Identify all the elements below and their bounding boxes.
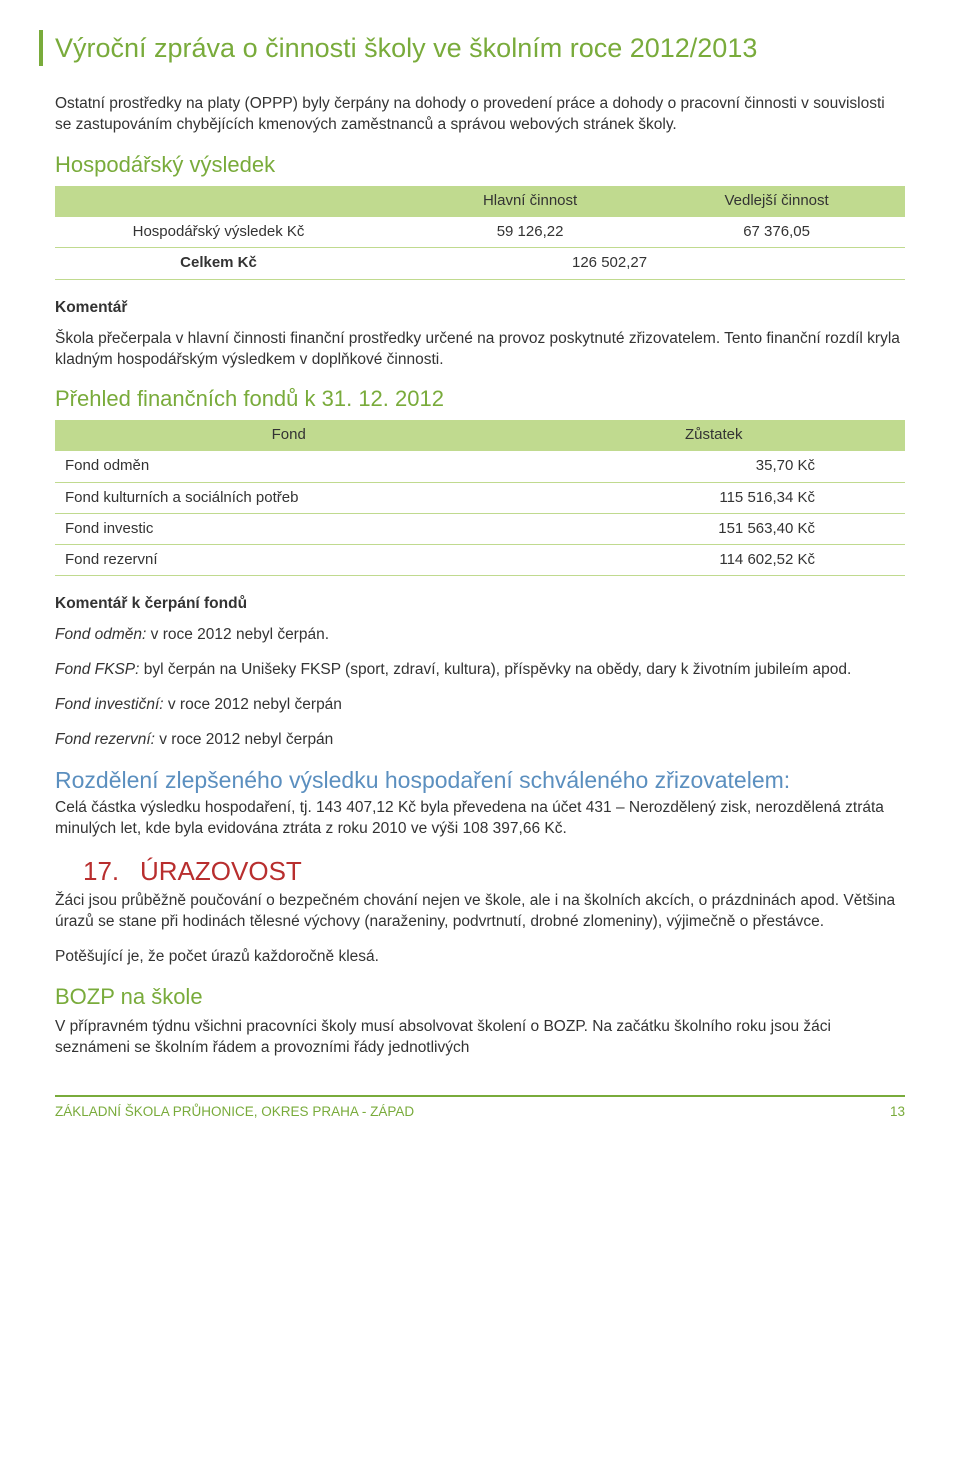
kcf-p2: Fond FKSP: byl čerpán na Unišeky FKSP (s… xyxy=(55,660,905,681)
col-hlavni: Hlavní činnost xyxy=(412,186,648,217)
table-row: Fond odměn 35,70 Kč xyxy=(55,451,905,482)
fond-text: v roce 2012 nebyl čerpán xyxy=(155,731,333,748)
cell: 114 602,52 Kč xyxy=(523,545,906,576)
section-title: ÚRAZOVOST xyxy=(140,856,302,886)
fond-text: byl čerpán na Unišeky FKSP (sport, zdrav… xyxy=(139,661,851,678)
fond-name: Fond odměn: xyxy=(55,626,146,643)
cell: Fond investic xyxy=(55,513,523,544)
komentar-paragraph: Škola přečerpala v hlavní činnosti finan… xyxy=(55,329,905,371)
bozp-paragraph: V přípravném týdnu všichni pracovníci šk… xyxy=(55,1017,905,1059)
cell: Fond odměn xyxy=(55,451,523,482)
kcf-p3: Fond investiční: v roce 2012 nebyl čerpá… xyxy=(55,695,905,716)
fond-name: Fond FKSP: xyxy=(55,661,139,678)
footer-page-number: 13 xyxy=(890,1103,905,1121)
footer-school-name: ZÁKLADNÍ ŠKOLA PRŮHONICE, OKRES PRAHA - … xyxy=(55,1103,414,1121)
sec17-p1: Žáci jsou průběžně poučování o bezpečném… xyxy=(55,891,905,933)
cell: 115 516,34 Kč xyxy=(523,482,906,513)
cell: 59 126,22 xyxy=(412,217,648,248)
cell: Celkem Kč xyxy=(55,248,412,279)
section-17-heading: 17.ÚRAZOVOST xyxy=(55,854,905,889)
cell: 151 563,40 Kč xyxy=(523,513,906,544)
hospodarsky-table: Hlavní činnost Vedlejší činnost Hospodář… xyxy=(55,186,905,280)
cell: 35,70 Kč xyxy=(523,451,906,482)
cell: 67 376,05 xyxy=(648,217,905,248)
kcf-label: Komentář k čerpání fondů xyxy=(55,594,905,615)
fond-text: v roce 2012 nebyl čerpán. xyxy=(146,626,329,643)
col-vedlejsi: Vedlejší činnost xyxy=(648,186,905,217)
hospodarsky-heading: Hospodářský výsledek xyxy=(55,150,905,180)
fond-name: Fond rezervní: xyxy=(55,731,155,748)
col-zustatek: Zůstatek xyxy=(523,420,906,451)
fondy-table: Fond Zůstatek Fond odměn 35,70 Kč Fond k… xyxy=(55,420,905,576)
fond-text: v roce 2012 nebyl čerpán xyxy=(164,696,342,713)
kcf-p4: Fond rezervní: v roce 2012 nebyl čerpán xyxy=(55,730,905,751)
table-row: Celkem Kč 126 502,27 xyxy=(55,248,905,279)
table-row: Fond rezervní 114 602,52 Kč xyxy=(55,545,905,576)
cell: Fond rezervní xyxy=(55,545,523,576)
kcf-p1: Fond odměn: v roce 2012 nebyl čerpán. xyxy=(55,625,905,646)
page-footer: ZÁKLADNÍ ŠKOLA PRŮHONICE, OKRES PRAHA - … xyxy=(55,1095,905,1121)
cell: Fond kulturních a sociálních potřeb xyxy=(55,482,523,513)
col-fond: Fond xyxy=(55,420,523,451)
rozdeleni-heading: Rozdělení zlepšeného výsledku hospodařen… xyxy=(55,765,905,796)
document-title: Výroční zpráva o činnosti školy ve školn… xyxy=(39,30,905,66)
intro-paragraph: Ostatní prostředky na platy (OPPP) byly … xyxy=(55,94,905,136)
cell: 126 502,27 xyxy=(412,248,905,279)
fondy-heading: Přehled finančních fondů k 31. 12. 2012 xyxy=(55,384,905,414)
section-number: 17. xyxy=(55,854,140,889)
fond-name: Fond investiční: xyxy=(55,696,164,713)
bozp-heading: BOZP na škole xyxy=(55,982,905,1012)
rozdeleni-paragraph: Celá částka výsledku hospodaření, tj. 14… xyxy=(55,798,905,840)
cell: Hospodářský výsledek Kč xyxy=(55,217,412,248)
sec17-p2: Potěšující je, že počet úrazů každoročně… xyxy=(55,947,905,968)
table-row: Hospodářský výsledek Kč 59 126,22 67 376… xyxy=(55,217,905,248)
table-row: Fond kulturních a sociálních potřeb 115 … xyxy=(55,482,905,513)
komentar-label: Komentář xyxy=(55,298,905,319)
table-row: Fond investic 151 563,40 Kč xyxy=(55,513,905,544)
